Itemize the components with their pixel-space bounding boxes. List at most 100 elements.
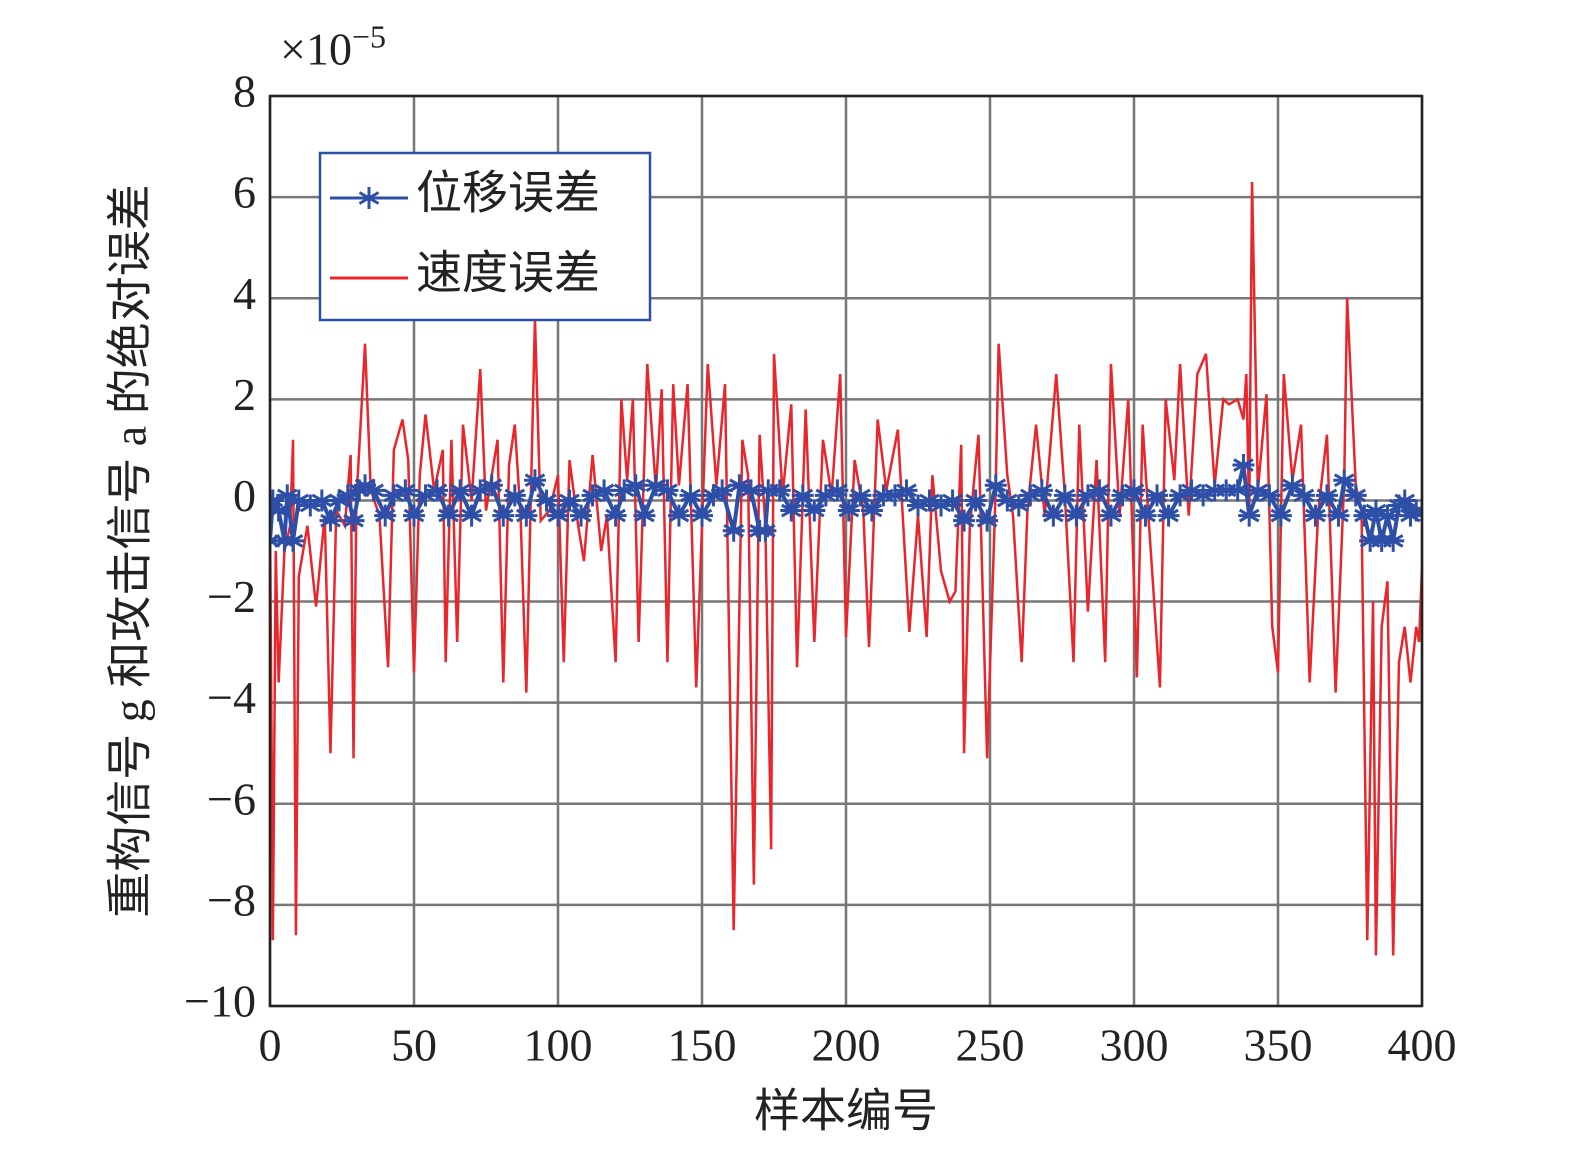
marker — [1382, 529, 1405, 552]
marker — [1393, 489, 1416, 512]
x-tick-label: 250 — [956, 1020, 1025, 1071]
marker — [964, 489, 987, 512]
marker — [679, 484, 702, 507]
marker — [299, 494, 322, 517]
marker — [907, 494, 929, 517]
marker — [414, 484, 437, 507]
marker — [883, 484, 906, 507]
marker — [1146, 484, 1169, 507]
marker — [754, 519, 777, 542]
marker — [1258, 484, 1281, 507]
legend-label: 位移误差 — [416, 168, 600, 219]
marker — [480, 474, 503, 497]
marker — [276, 484, 299, 507]
marker — [437, 504, 460, 527]
marker — [282, 529, 305, 552]
marker — [739, 479, 762, 502]
marker — [503, 484, 526, 507]
marker — [1042, 504, 1065, 527]
y-tick-label: −10 — [184, 976, 256, 1027]
x-tick-label: 0 — [259, 1020, 282, 1071]
marker — [1376, 504, 1399, 527]
marker — [768, 479, 791, 502]
marker — [1370, 529, 1393, 552]
marker — [1134, 504, 1157, 527]
marker — [691, 504, 713, 527]
marker — [469, 479, 492, 502]
marker — [604, 504, 627, 527]
marker — [1281, 474, 1304, 497]
marker — [722, 519, 745, 542]
marker — [362, 479, 385, 502]
marker — [837, 499, 860, 522]
legend-label: 速度误差 — [416, 248, 600, 299]
series — [270, 454, 1422, 552]
marker — [976, 509, 999, 532]
marker — [953, 509, 976, 532]
marker — [1157, 504, 1180, 527]
y-tick-label: 0 — [233, 470, 256, 521]
marker — [1030, 479, 1053, 502]
marker — [656, 479, 679, 502]
marker — [515, 504, 538, 527]
x-tick-label: 50 — [391, 1020, 437, 1071]
marker — [1019, 484, 1042, 507]
marker — [570, 504, 593, 527]
marker — [814, 484, 837, 507]
axis-multiplier-exponent: −5 — [352, 18, 386, 54]
marker — [1099, 504, 1122, 527]
marker — [872, 484, 895, 507]
x-tick-label: 400 — [1388, 1020, 1457, 1071]
marker — [1007, 494, 1030, 517]
marker — [860, 499, 883, 522]
x-tick-label: 350 — [1244, 1020, 1313, 1071]
marker — [1065, 504, 1088, 527]
marker — [1315, 484, 1338, 507]
marker — [624, 474, 647, 497]
marker — [1226, 479, 1249, 502]
marker — [941, 489, 964, 512]
marker — [791, 484, 814, 507]
marker — [1333, 469, 1356, 492]
marker — [633, 504, 656, 527]
marker — [1111, 484, 1134, 507]
x-axis-label: 样本编号 — [754, 1086, 938, 1137]
marker — [1203, 479, 1226, 502]
marker — [1169, 484, 1192, 507]
y-tick-label: 8 — [233, 66, 256, 117]
marker — [547, 504, 569, 527]
plot-frame — [268, 94, 1424, 1008]
marker — [667, 504, 690, 527]
marker — [757, 479, 780, 502]
marker — [1269, 504, 1292, 527]
marker — [1364, 499, 1387, 522]
marker — [287, 489, 310, 512]
y-tick-label: −2 — [207, 571, 256, 622]
marker — [270, 489, 284, 512]
marker — [1053, 484, 1076, 507]
marker — [1232, 454, 1255, 477]
marker — [1292, 484, 1315, 507]
y-tick-label: −8 — [207, 874, 256, 925]
marker — [270, 499, 290, 522]
marker — [644, 474, 667, 497]
y-tick-label: 2 — [233, 369, 256, 420]
x-tick-label: 150 — [668, 1020, 737, 1071]
legend-box — [318, 151, 652, 322]
marker — [728, 474, 751, 497]
marker — [535, 489, 558, 512]
marker — [342, 509, 365, 532]
marker — [1215, 479, 1238, 502]
marker — [1123, 479, 1145, 502]
marker — [558, 489, 581, 512]
marker — [374, 504, 397, 527]
marker — [523, 469, 546, 492]
marker — [492, 504, 515, 527]
marker — [1246, 479, 1269, 502]
x-tick-label: 200 — [812, 1020, 881, 1071]
marker — [1238, 504, 1261, 527]
x-tick-label: 100 — [524, 1020, 593, 1071]
marker — [581, 484, 604, 507]
marker — [1359, 529, 1382, 552]
